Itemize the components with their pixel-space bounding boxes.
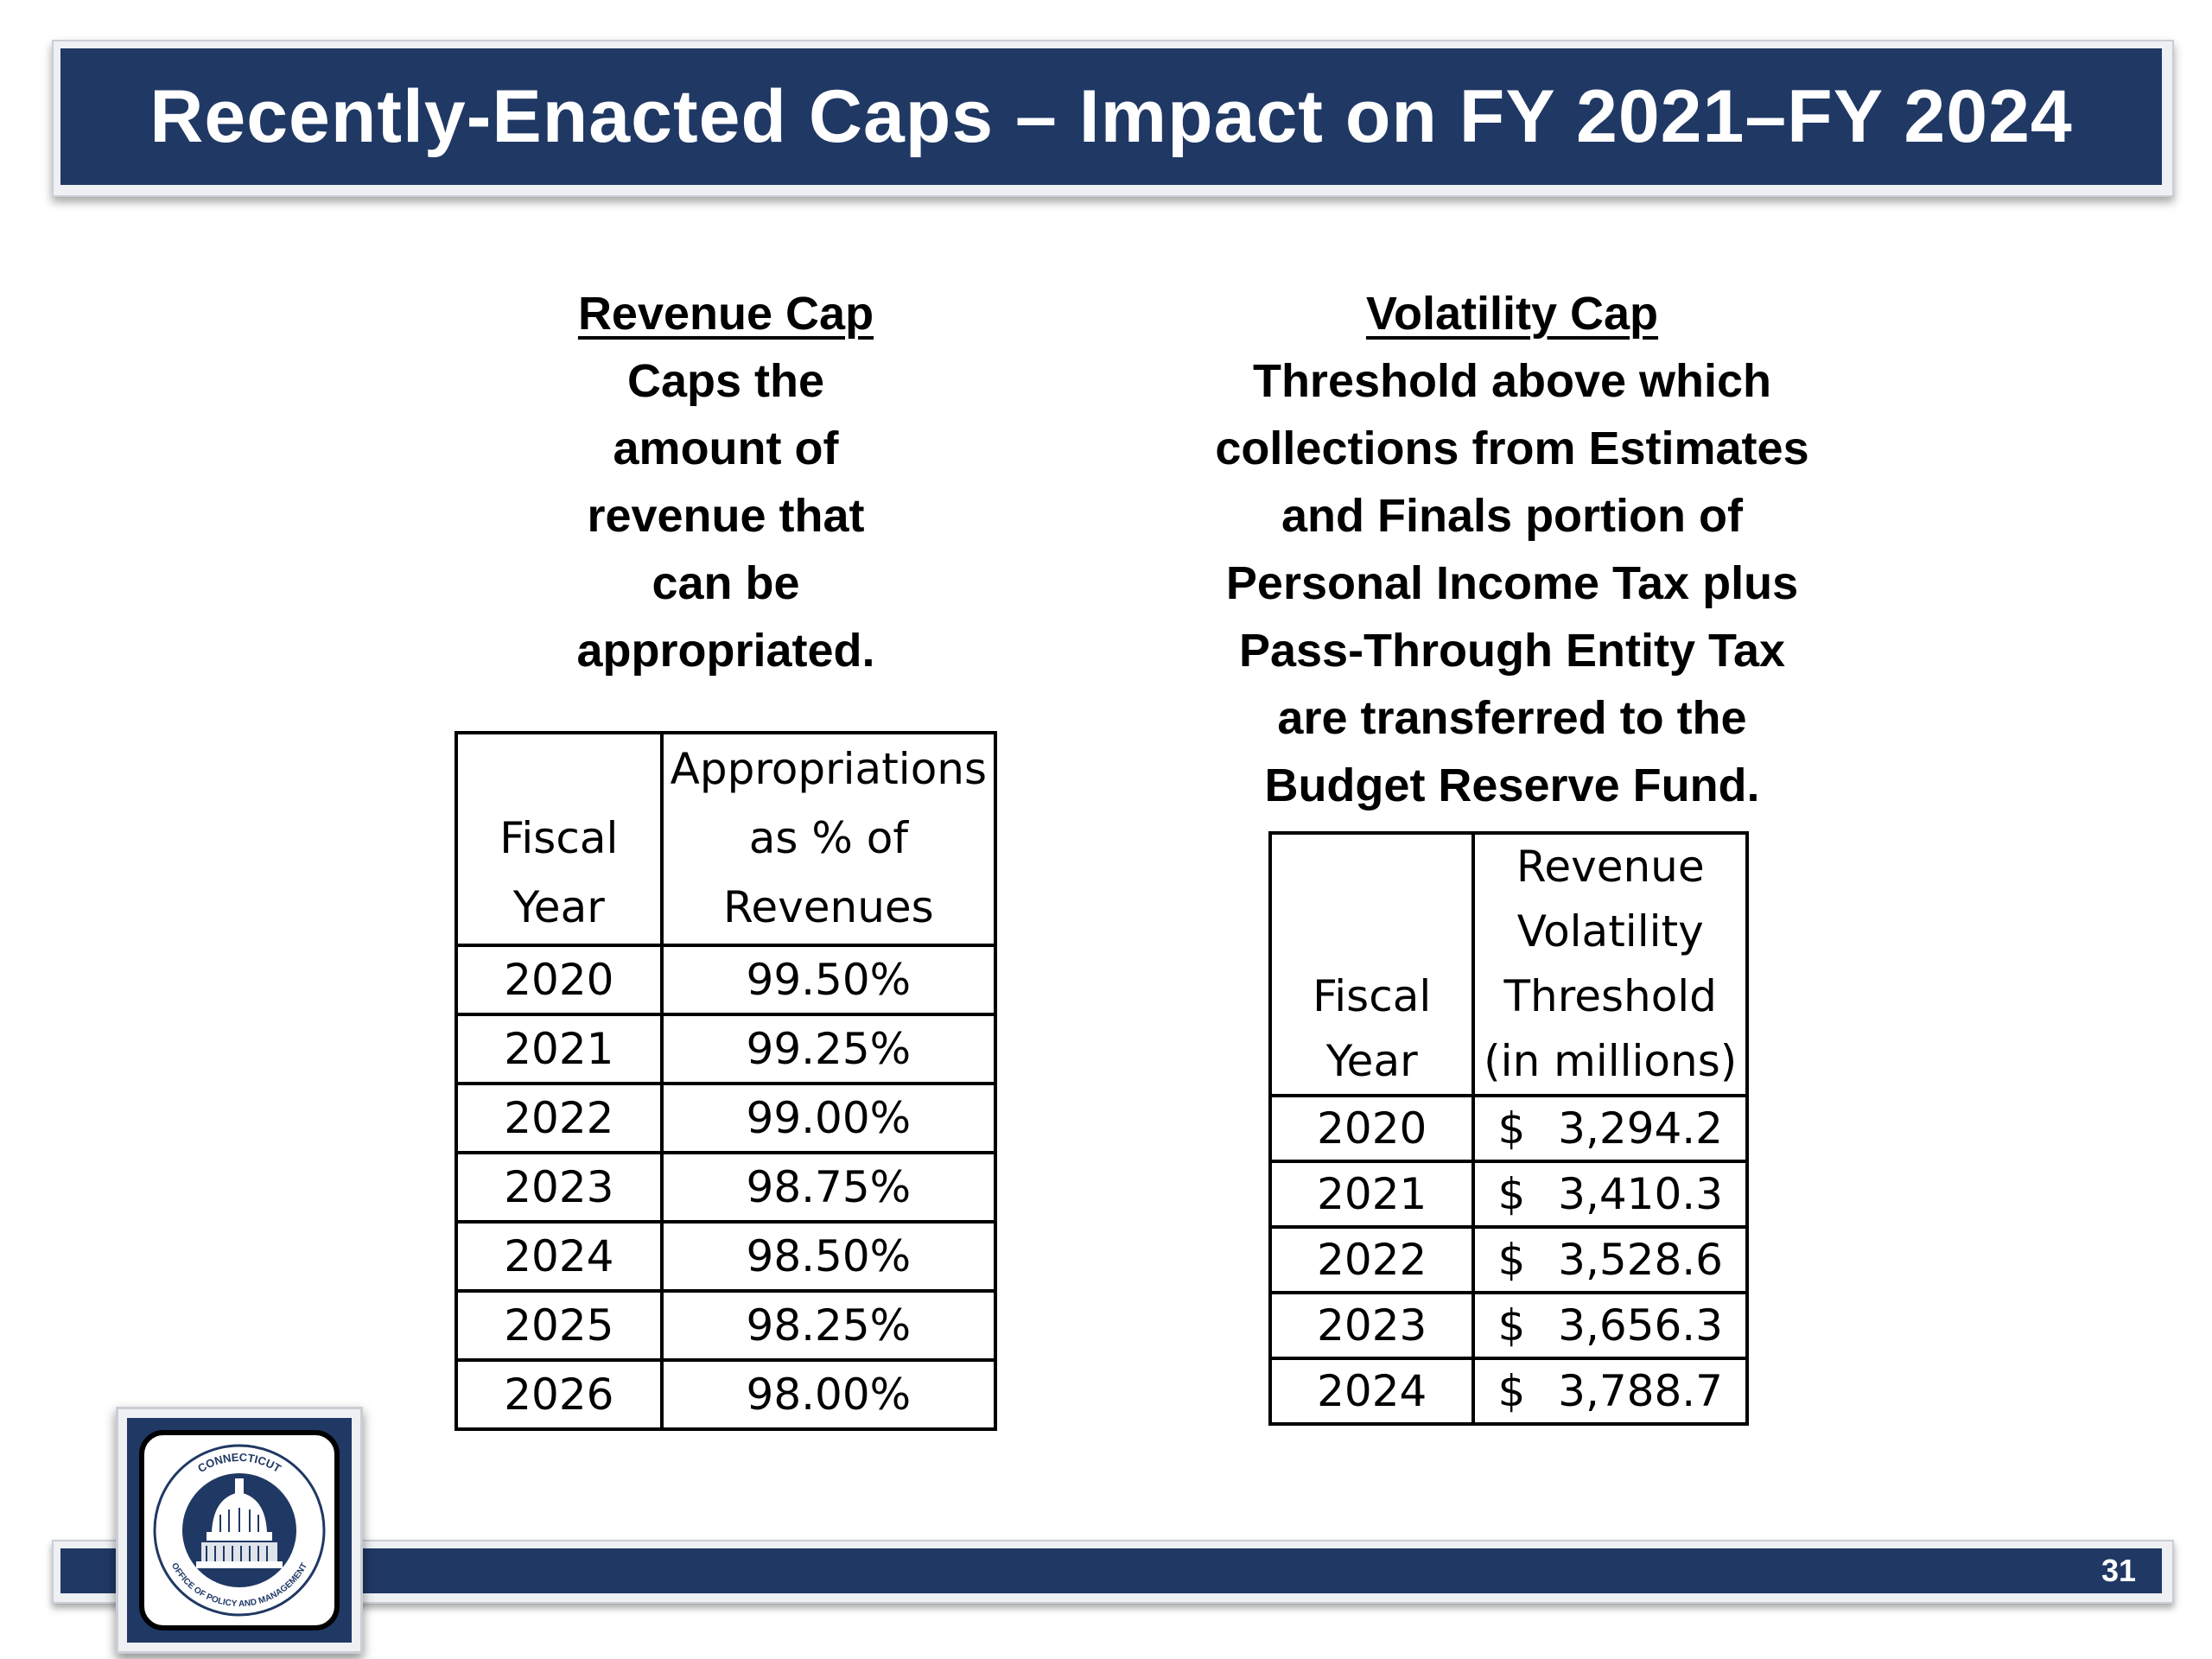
fiscal-year-cell: 2023: [454, 1151, 664, 1224]
currency-symbol: $: [1497, 1235, 1526, 1285]
fiscal-year-cell: 2020: [1268, 1094, 1476, 1163]
volatility-cap-desc-line: Pass-Through Entity Tax: [1238, 625, 1786, 677]
threshold-cell: $3,788.7: [1471, 1357, 1749, 1426]
threshold-cell: $3,528.6: [1471, 1225, 1749, 1294]
volatility-cap-desc-line: and Finals portion of: [1281, 490, 1743, 542]
page-number: 31: [2101, 1553, 2136, 1588]
appropriations-pct-cell: 98.75%: [659, 1151, 998, 1224]
revenue-cap-desc-line: appropriated.: [576, 625, 875, 677]
table-row: 2023 98.75%: [454, 1151, 998, 1224]
header-appropriations-pct: Appropriations as % of Revenues: [659, 731, 998, 947]
threshold-amount: $3,528.6: [1475, 1229, 1745, 1291]
opm-logo: CONNECTICUT OFFICE OF POLICY AND MANAGEM…: [116, 1407, 363, 1654]
volatility-table-body: 2020 $3,294.2 2021 $3,410.3 2022 $3,528.6 2023…: [1268, 1094, 1749, 1426]
threshold-amount: $3,294.2: [1475, 1097, 1745, 1160]
revenue-cap-table: Fiscal Year Appropriations as % of Revenues…: [454, 731, 998, 1431]
fiscal-year-cell: 2024: [1268, 1357, 1476, 1426]
threshold-value: 3,528.6: [1558, 1235, 1723, 1285]
table-row: 2022 $3,528.6: [1268, 1225, 1749, 1294]
appropriations-pct-cell: 98.50%: [659, 1220, 998, 1293]
threshold-value: 3,656.3: [1558, 1300, 1723, 1351]
revenue-table-body: 2020 99.50% 2021 99.25% 2022 99.00% 2023 98.75%…: [454, 944, 998, 1431]
volatility-cap-desc-line: are transferred to the: [1277, 692, 1747, 744]
threshold-value: 3,294.2: [1558, 1103, 1723, 1154]
threshold-value: 3,410.3: [1558, 1169, 1723, 1219]
header-fiscal-year: Fiscal Year: [1268, 831, 1476, 1097]
header-fiscal-year: Fiscal Year: [454, 731, 664, 947]
fiscal-year-cell: 2021: [1268, 1160, 1476, 1229]
revenue-cap-desc-line: amount of: [613, 423, 839, 474]
fiscal-year-cell: 2021: [454, 1013, 664, 1085]
appropriations-pct-cell: 98.00%: [659, 1358, 998, 1431]
appropriations-pct-cell: 99.00%: [659, 1082, 998, 1154]
revenue-cap-heading: Revenue Cap Caps the amount of revenue t…: [467, 280, 985, 684]
fiscal-year-cell: 2023: [1268, 1291, 1476, 1360]
volatility-cap-desc-line: Budget Reserve Fund.: [1264, 760, 1760, 811]
table-row: 2020 $3,294.2: [1268, 1094, 1749, 1163]
threshold-value: 3,788.7: [1558, 1366, 1723, 1416]
logo-navy-frame: CONNECTICUT OFFICE OF POLICY AND MANAGEM…: [127, 1418, 352, 1643]
table-row: 2024 $3,788.7: [1268, 1357, 1749, 1426]
table-row: 2026 98.00%: [454, 1358, 998, 1431]
revenue-cap-desc-line: Caps the: [626, 355, 825, 407]
revenue-cap-title: Revenue Cap: [577, 288, 874, 340]
table-row: 2023 $3,656.3: [1268, 1291, 1749, 1360]
appropriations-pct-cell: 98.25%: [659, 1289, 998, 1362]
table-row: 2021 $3,410.3: [1268, 1160, 1749, 1229]
fiscal-year-cell: 2024: [454, 1220, 664, 1293]
footer-bar: 31: [60, 1548, 2162, 1593]
currency-symbol: $: [1497, 1366, 1526, 1416]
header-volatility-threshold: Revenue Volatility Threshold (in millions): [1471, 831, 1749, 1097]
table-row: 2022 99.00%: [454, 1082, 998, 1154]
volatility-cap-desc-line: Threshold above which: [1252, 355, 1772, 407]
threshold-cell: $3,410.3: [1471, 1160, 1749, 1229]
volatility-cap-title: Volatility Cap: [1365, 288, 1659, 340]
title-bar: Recently-Enacted Caps – Impact on FY 202…: [60, 48, 2162, 185]
volatility-cap-heading: Volatility Cap Threshold above which col…: [1158, 280, 1866, 819]
appropriations-pct-cell: 99.25%: [659, 1013, 998, 1085]
fiscal-year-cell: 2025: [454, 1289, 664, 1362]
threshold-cell: $3,294.2: [1471, 1094, 1749, 1163]
appropriations-pct-cell: 99.50%: [659, 944, 998, 1016]
table-row: 2020 99.50%: [454, 944, 998, 1016]
threshold-amount: $3,410.3: [1475, 1163, 1745, 1225]
currency-symbol: $: [1497, 1300, 1526, 1351]
currency-symbol: $: [1497, 1169, 1526, 1219]
volatility-cap-desc-line: collections from Estimates: [1215, 423, 1809, 474]
threshold-amount: $3,656.3: [1475, 1294, 1745, 1357]
table-header-row: Fiscal Year Revenue Volatility Threshold (in…: [1268, 831, 1749, 1097]
table-row: 2025 98.25%: [454, 1289, 998, 1362]
capitol-dome-seal-icon: CONNECTICUT OFFICE OF POLICY AND MANAGEM…: [153, 1444, 326, 1617]
fiscal-year-cell: 2026: [454, 1358, 664, 1431]
fiscal-year-cell: 2022: [1268, 1225, 1476, 1294]
table-row: 2024 98.50%: [454, 1220, 998, 1293]
fiscal-year-cell: 2022: [454, 1082, 664, 1154]
table-row: 2021 99.25%: [454, 1013, 998, 1085]
revenue-cap-desc-line: can be: [652, 557, 800, 609]
table-header-row: Fiscal Year Appropriations as % of Revenues: [454, 731, 998, 947]
volatility-cap-desc-line: Personal Income Tax plus: [1225, 557, 1799, 609]
currency-symbol: $: [1497, 1103, 1526, 1154]
revenue-cap-desc-line: revenue that: [587, 490, 865, 542]
logo-white-tile: CONNECTICUT OFFICE OF POLICY AND MANAGEM…: [139, 1430, 340, 1630]
slide-title: Recently-Enacted Caps – Impact on FY 202…: [149, 74, 2073, 158]
threshold-amount: $3,788.7: [1475, 1360, 1745, 1422]
threshold-cell: $3,656.3: [1471, 1291, 1749, 1360]
fiscal-year-cell: 2020: [454, 944, 664, 1016]
volatility-cap-table: Fiscal Year Revenue Volatility Threshold (in…: [1268, 831, 1749, 1426]
